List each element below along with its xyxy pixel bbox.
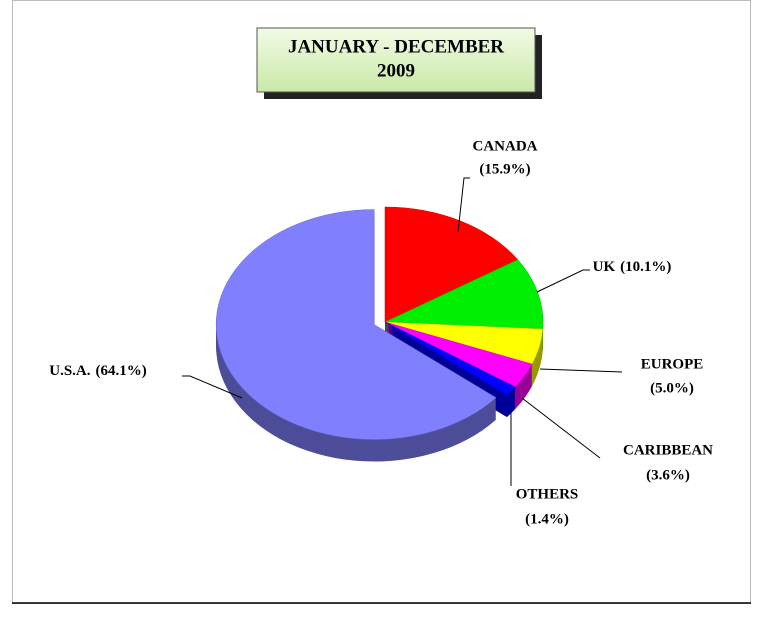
- value-label: (64.1%): [96, 363, 147, 379]
- category-label: U.S.A.: [49, 363, 91, 379]
- chart-subtitle: 2009: [377, 60, 415, 81]
- slice-label: U.S.A. (64.1%): [49, 363, 147, 379]
- category-label: EUROPE: [641, 356, 704, 372]
- leader-line: [457, 177, 470, 233]
- leader-line: [539, 368, 623, 373]
- pie: [215, 206, 544, 462]
- leader-line: [536, 269, 590, 293]
- title-box: [256, 27, 536, 93]
- value-label: (1.4%): [525, 511, 569, 527]
- chart-title: JANUARY - DECEMBER: [288, 36, 504, 57]
- slice: [215, 209, 497, 440]
- leader-line: [521, 397, 601, 459]
- category-label: OTHERS: [516, 486, 579, 502]
- slice: [384, 259, 544, 330]
- category-label: CARIBBEAN: [623, 442, 713, 458]
- slice: [384, 206, 519, 323]
- category-label: CANADA: [473, 138, 538, 154]
- labels: CANADA (15.9%) UK (10.1%) EUROPE (5.0%) CARIBB…: [49, 138, 713, 527]
- value-label: (10.1%): [620, 259, 671, 275]
- chart-frame: [12, 0, 751, 604]
- slice-label: UK (10.1%): [593, 259, 672, 275]
- value-label: (15.9%): [479, 161, 530, 177]
- value-label: (3.6%): [646, 467, 690, 483]
- slice: [384, 321, 516, 396]
- category-label: UK: [593, 259, 616, 275]
- leader-line: [182, 375, 243, 399]
- value-label: (5.0%): [650, 380, 694, 396]
